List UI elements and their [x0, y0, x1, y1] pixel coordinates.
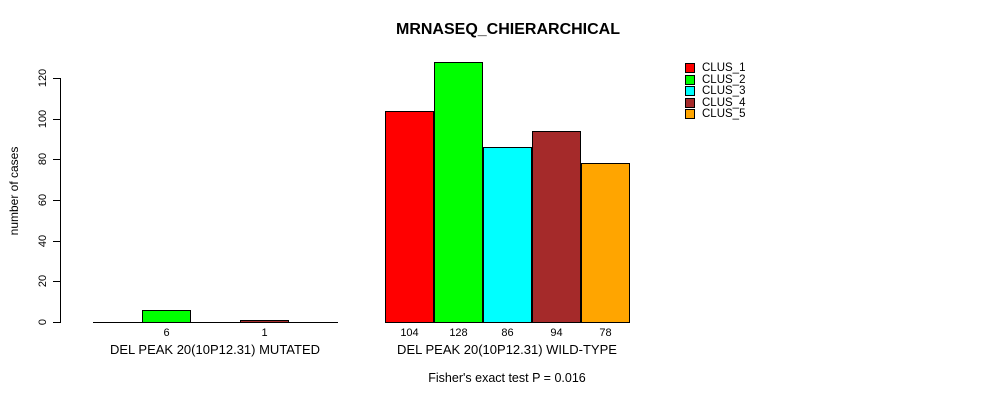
y-axis-tick-label: 100 — [37, 109, 49, 128]
bar-value-label: 78 — [599, 327, 612, 339]
bar-clus_4-group0 — [240, 320, 289, 323]
legend-item-label: CLUS_3 — [702, 85, 746, 97]
bar-value-label: 1 — [261, 327, 268, 339]
bar-clus_5-group1 — [581, 163, 630, 323]
bar-clus_2-group0 — [142, 310, 191, 323]
legend-item-label: CLUS_2 — [702, 73, 746, 86]
y-axis-tick-label: 20 — [37, 275, 49, 288]
legend-item-label: CLUS_4 — [702, 96, 746, 109]
y-axis-tick-mark — [53, 118, 60, 120]
legend-swatch-icon — [685, 74, 695, 85]
bar-clus_4-group1 — [532, 131, 581, 323]
bar-value-label: 128 — [449, 327, 468, 339]
legend: CLUS_1 CLUS_2 CLUS_3 CLUS_4 CLUS_5 — [685, 62, 746, 121]
y-axis-tick-mark — [53, 200, 60, 201]
y-axis-tick-mark — [53, 240, 60, 242]
y-axis-tick-mark — [53, 78, 60, 79]
legend-item-label: CLUS_5 — [702, 108, 746, 120]
legend-item-label: CLUS_1 — [702, 62, 746, 74]
y-axis-tick-mark — [53, 322, 60, 323]
legend-item-clus_1: CLUS_1 — [685, 62, 746, 74]
y-axis-tick-mark — [53, 159, 60, 161]
bar-clus_1-group1 — [385, 111, 434, 323]
chart-title: MRNASEQ_CHIERARCHICAL — [395, 21, 621, 38]
y-axis-label: number of cases — [7, 146, 21, 236]
x-axis-baseline — [93, 322, 338, 323]
bar-value-label: 86 — [501, 327, 514, 339]
legend-swatch-icon — [685, 97, 695, 108]
x-group-label-mutated: DEL PEAK 20(10P12.31) MUTATED — [109, 342, 321, 357]
x-group-label-wild-type: DEL PEAK 20(10P12.31) WILD-TYPE — [397, 342, 617, 357]
bar-value-label: 104 — [400, 327, 419, 339]
legend-item-clus_5: CLUS_5 — [685, 108, 746, 120]
legend-swatch-icon — [685, 109, 695, 119]
y-axis-tick-label: 0 — [37, 318, 49, 326]
bar-clus_2-group1 — [434, 62, 483, 323]
y-axis-tick-label: 60 — [37, 193, 49, 207]
y-axis-line — [60, 78, 61, 323]
legend-item-clus_4: CLUS_4 — [685, 96, 746, 109]
y-axis-tick-label: 120 — [37, 68, 49, 88]
y-axis-tick-label: 80 — [37, 153, 49, 166]
legend-swatch-icon — [685, 86, 695, 96]
bar-value-label: 6 — [163, 327, 170, 339]
legend-swatch-icon — [685, 63, 695, 73]
bar-clus_3-group1 — [483, 147, 532, 323]
legend-item-clus_3: CLUS_3 — [685, 85, 746, 97]
y-axis-tick-mark — [53, 281, 60, 283]
legend-item-clus_2: CLUS_2 — [685, 73, 746, 86]
fisher-test-annotation: Fisher's exact test P = 0.016 — [428, 371, 586, 385]
y-axis-tick-label: 40 — [37, 234, 49, 247]
bar-value-label: 94 — [550, 327, 563, 339]
